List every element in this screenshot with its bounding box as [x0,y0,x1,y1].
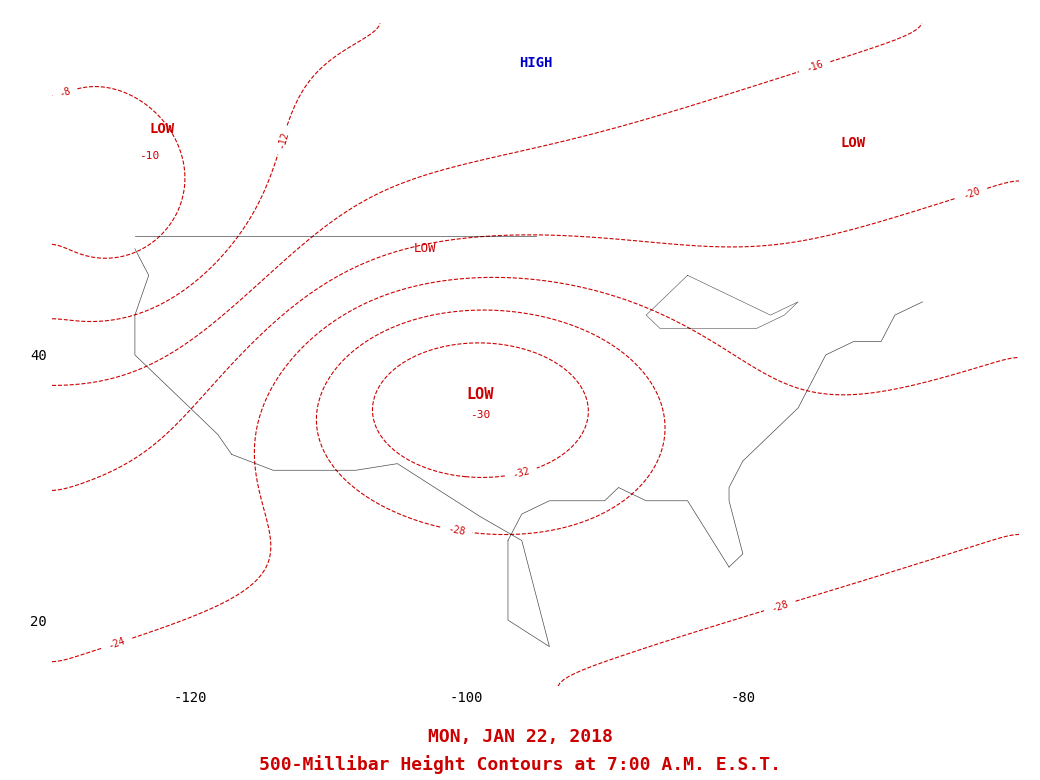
Text: -10: -10 [138,151,159,161]
Text: -16: -16 [805,59,825,74]
Text: HIGH: HIGH [519,56,552,70]
Text: LOW: LOW [150,122,175,136]
Text: 500-Millibar Height Contours at 7:00 A.M. E.S.T.: 500-Millibar Height Contours at 7:00 A.M… [259,755,781,774]
Text: -24: -24 [107,636,127,651]
Text: LOW: LOW [840,136,866,150]
Text: -28: -28 [770,598,789,614]
Text: -30: -30 [470,410,491,420]
Text: MON, JAN 22, 2018: MON, JAN 22, 2018 [427,728,613,746]
Text: -8: -8 [58,86,72,99]
Text: LOW: LOW [414,243,437,255]
Text: -12: -12 [276,130,290,150]
Text: LOW: LOW [467,387,494,402]
Text: -28: -28 [447,524,466,537]
Text: -20: -20 [962,186,982,201]
Text: -32: -32 [512,466,530,480]
